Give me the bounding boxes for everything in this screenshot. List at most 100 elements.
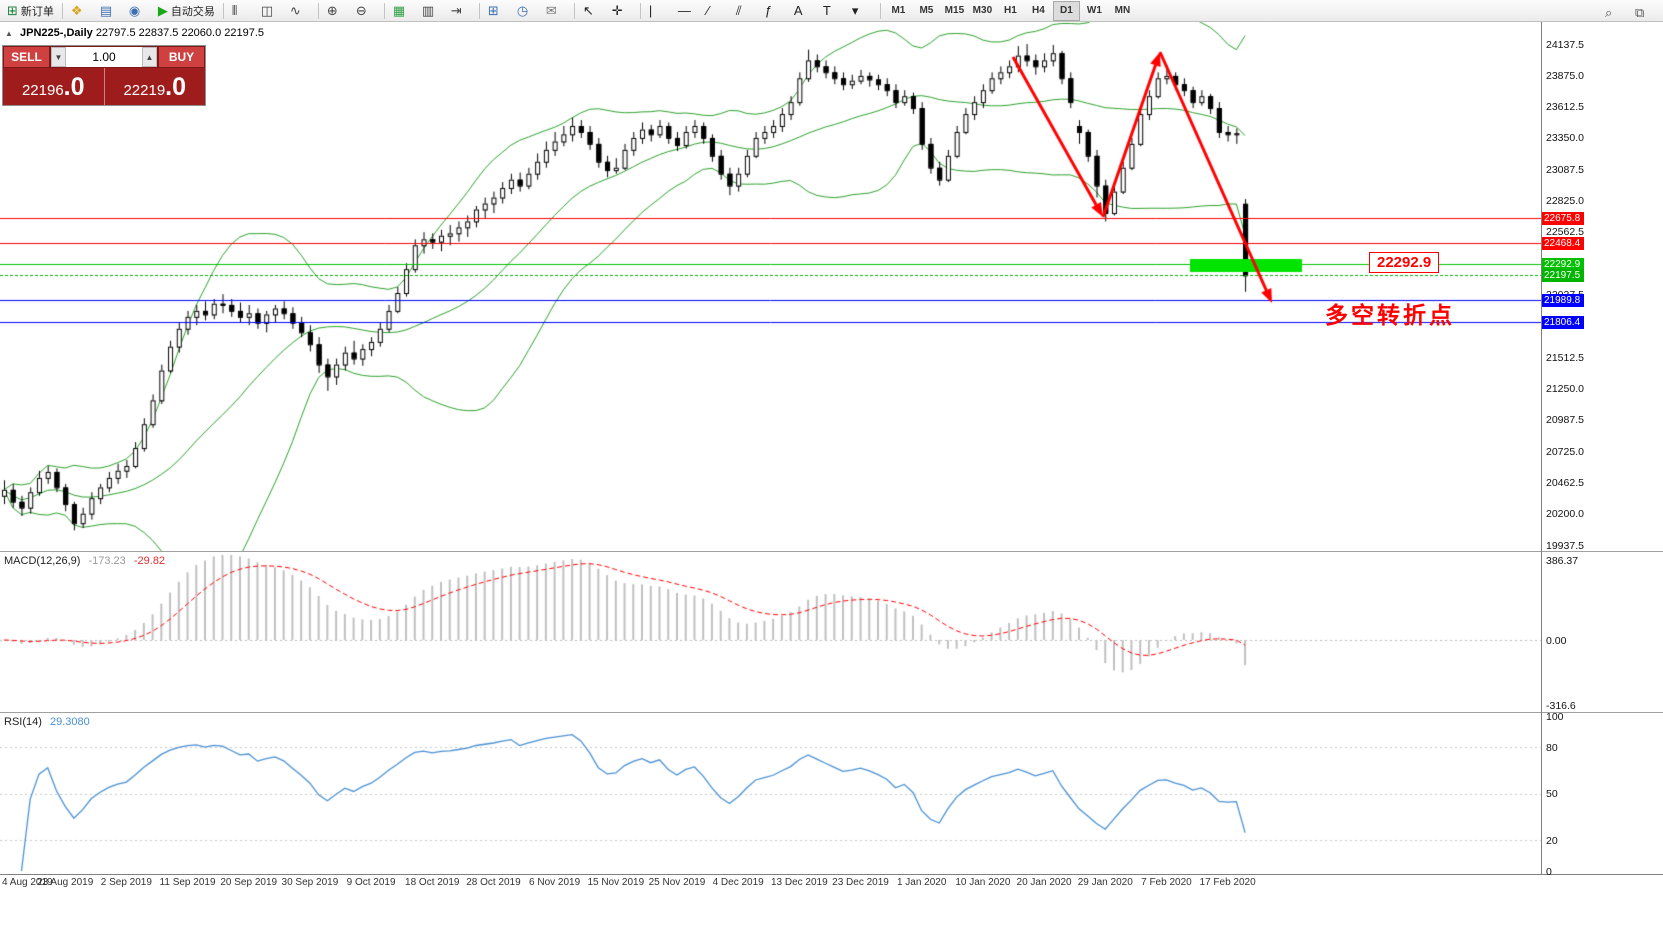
- symbol-info: ▲ JPN225-,Daily 22797.5 22837.5 22060.0 …: [5, 27, 264, 39]
- time-axis-label: 7 Feb 2020: [1141, 877, 1192, 888]
- toolbar-separator: [222, 2, 224, 19]
- autotrading-button[interactable]: ▶ 自动交易: [154, 0, 219, 22]
- horizontal-line-icon[interactable]: —: [674, 0, 702, 22]
- macd-axis-label: 386.37: [1546, 554, 1579, 567]
- buy-price-big: .0: [165, 73, 187, 101]
- channel-icon[interactable]: ⫽: [732, 0, 760, 22]
- time-axis-label: 28 Oct 2019: [466, 877, 521, 888]
- tile-windows-icon[interactable]: ▦: [389, 0, 417, 22]
- market-watch-icon[interactable]: ▤: [96, 0, 124, 22]
- main-chart-canvas[interactable]: [0, 22, 1541, 551]
- new-order-button[interactable]: ⊞ 新订单: [3, 0, 58, 22]
- timeframe-button-h1[interactable]: H1: [1004, 5, 1017, 16]
- mail-icon-glyph: ✉: [545, 3, 557, 18]
- price-axis-label: 20725.0: [1546, 445, 1584, 458]
- text-icon[interactable]: A: [790, 0, 818, 22]
- rsi-panel-canvas[interactable]: [0, 713, 1541, 873]
- volume-control: ▼ 1.00 ▲: [50, 46, 158, 68]
- time-axis-label: 6 Nov 2019: [529, 877, 581, 888]
- sell-button[interactable]: SELL: [3, 46, 50, 68]
- period-icon[interactable]: ◷: [513, 0, 541, 22]
- oneclick-collapse-icon[interactable]: ▲: [5, 29, 13, 38]
- auto-scroll-icon[interactable]: ⇥: [447, 0, 475, 22]
- buy-button[interactable]: BUY: [158, 46, 205, 68]
- bar-chart-icon[interactable]: ⫴: [228, 0, 256, 22]
- volume-up-button[interactable]: ▲: [142, 47, 157, 67]
- timeframe-button-m5[interactable]: M5: [919, 5, 934, 16]
- zoom-in-icon[interactable]: ⊕: [323, 0, 351, 22]
- time-axis-label: 9 Oct 2019: [346, 877, 396, 888]
- price-axis-line[interactable]: [1541, 22, 1542, 875]
- chart-profiles-icon[interactable]: ❖: [67, 0, 95, 22]
- candlestick-chart-icon-glyph: ◫: [260, 3, 274, 18]
- zoom-in-icon-glyph: ⊕: [326, 3, 338, 18]
- cursor-icon-glyph: ↖: [582, 3, 594, 18]
- current-price-tag: 22197.5: [1542, 268, 1585, 282]
- vertical-line-icon[interactable]: |: [645, 0, 673, 22]
- rsi-name: RSI(14): [4, 716, 42, 728]
- rsi-axis-label: 20: [1546, 834, 1558, 847]
- time-axis-label: 30 Sep 2019: [281, 877, 339, 888]
- volume-down-button[interactable]: ▼: [51, 47, 66, 67]
- zoom-out-icon[interactable]: ⊖: [352, 0, 380, 22]
- autotrading-button-label: 自动交易: [170, 5, 215, 18]
- price-axis-label: 23350.0: [1546, 132, 1584, 145]
- macd-separator[interactable]: [0, 551, 1663, 552]
- timeframe-button-w1[interactable]: W1: [1086, 5, 1102, 16]
- hline-price-tag: 22292.9: [1542, 257, 1585, 271]
- navigator-icon-glyph: ◉: [128, 3, 141, 18]
- crosshair-icon[interactable]: ✛: [608, 0, 636, 22]
- time-axis-label: 29 Jan 2020: [1077, 877, 1133, 888]
- price-axis-label: 21512.5: [1546, 351, 1584, 364]
- shapes-dropdown-icon[interactable]: ▾: [848, 0, 876, 22]
- sell-price-big: .0: [63, 73, 85, 101]
- timeframe-button-h4[interactable]: H4: [1032, 5, 1045, 16]
- cursor-icon[interactable]: ↖: [579, 0, 607, 22]
- new-order-button-label: 新订单: [20, 5, 54, 18]
- timeframe-button-m30[interactable]: M30: [972, 5, 993, 16]
- timeframe-button-mn[interactable]: MN: [1114, 5, 1131, 16]
- mail-icon[interactable]: ✉: [542, 0, 570, 22]
- time-axis-label: 10 Jan 2020: [955, 877, 1011, 888]
- symbol-name: JPN225-,Daily: [19, 27, 93, 39]
- macd-axis-label: -316.6: [1546, 700, 1576, 713]
- channel-icon-glyph: ⫽: [735, 3, 742, 18]
- macd-panel-canvas[interactable]: [0, 552, 1541, 712]
- line-chart-icon[interactable]: ∿: [286, 0, 314, 22]
- time-axis-label: 18 Oct 2019: [405, 877, 460, 888]
- timeframe-button-d1[interactable]: D1: [1052, 0, 1080, 21]
- hline-price-tag: 22675.8: [1542, 211, 1585, 225]
- trendline-icon-glyph: ∕: [706, 3, 710, 18]
- volume-input[interactable]: 1.00: [92, 50, 116, 64]
- new-window-icon[interactable]: ⧉: [1635, 4, 1645, 20]
- timeframe-button-m1[interactable]: M1: [891, 5, 906, 16]
- time-axis-line: [0, 874, 1663, 875]
- price-axis-label: 23087.5: [1546, 163, 1584, 176]
- price-callout[interactable]: 22292.9: [1369, 252, 1440, 273]
- price-axis-label: 23875.0: [1546, 69, 1584, 82]
- rsi-separator[interactable]: [0, 712, 1663, 713]
- time-axis-label: 4 Dec 2019: [712, 877, 764, 888]
- time-axis-label: 1 Jan 2020: [896, 877, 947, 888]
- turning-point-note[interactable]: 多空转折点: [1325, 302, 1455, 329]
- sell-price[interactable]: 22196.0: [3, 68, 104, 105]
- label-icon[interactable]: T: [819, 0, 847, 22]
- price-axis-label: 20200.0: [1546, 508, 1584, 521]
- new-chart-icon[interactable]: ⊞: [484, 0, 512, 22]
- search-icon[interactable]: ⌕: [1605, 4, 1613, 20]
- rsi-axis-label: 100: [1546, 710, 1564, 723]
- toolbar-separator: [478, 2, 480, 19]
- new-order-glyph: ⊞: [7, 3, 18, 18]
- cascade-windows-icon[interactable]: ▥: [418, 0, 446, 22]
- fibonacci-icon[interactable]: ƒ: [761, 0, 789, 22]
- rsi-value: 29.3080: [49, 716, 90, 728]
- price-axis-label: 21250.0: [1546, 382, 1584, 395]
- candlestick-chart-icon[interactable]: ◫: [257, 0, 285, 22]
- rsi-axis-label: 50: [1546, 788, 1558, 800]
- trendline-icon[interactable]: ∕: [703, 0, 731, 22]
- zoom-out-icon-glyph: ⊖: [355, 3, 367, 18]
- navigator-icon[interactable]: ◉: [125, 0, 153, 22]
- macd-axis-label: 0.00: [1546, 634, 1567, 647]
- timeframe-button-m15[interactable]: M15: [944, 5, 965, 16]
- buy-price[interactable]: 22219.0: [105, 68, 206, 105]
